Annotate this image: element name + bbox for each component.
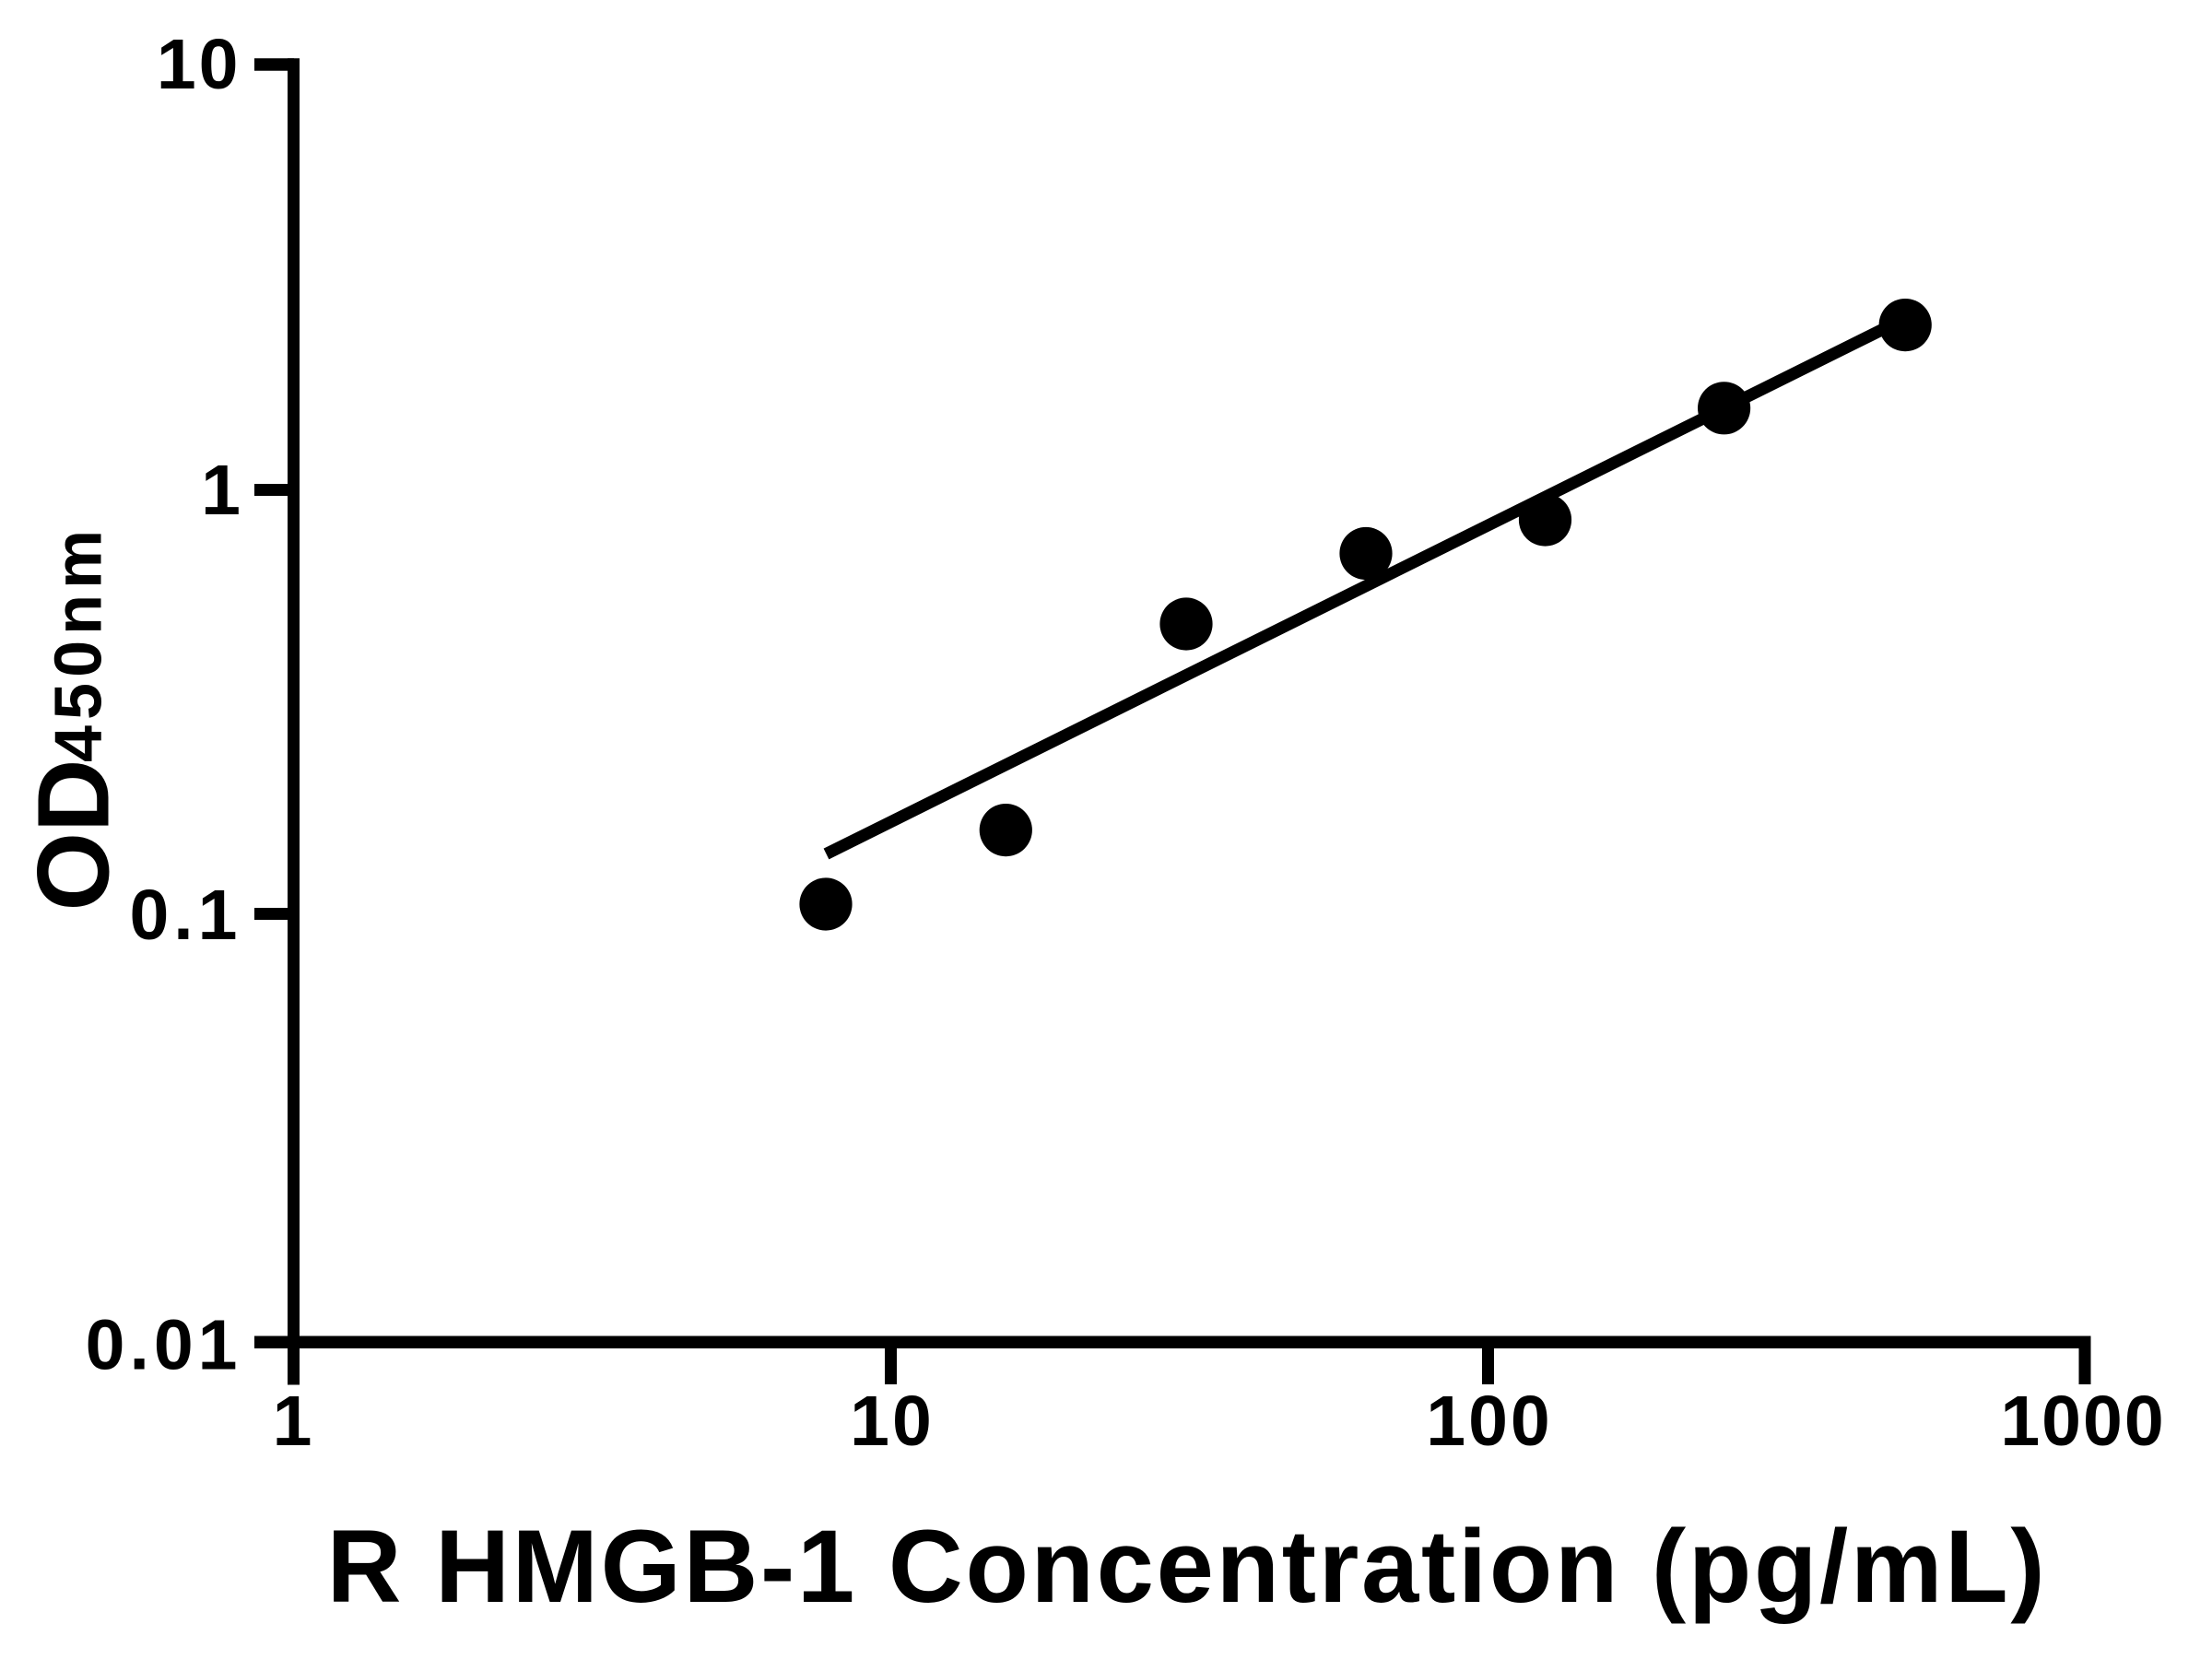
svg-text:1000: 1000 (2000, 1382, 2165, 1461)
svg-text:1: 1 (201, 451, 241, 530)
svg-text:0.01: 0.01 (86, 1306, 242, 1385)
svg-text:R HMGB-1 Concentration (pg/mL): R HMGB-1 Concentration (pg/mL) (327, 1509, 2048, 1624)
svg-text:100: 100 (1426, 1382, 1552, 1461)
svg-text:1: 1 (273, 1382, 312, 1461)
svg-text:OD450nm: OD450nm (18, 524, 131, 912)
svg-text:0.1: 0.1 (129, 876, 241, 955)
svg-text:10: 10 (157, 25, 241, 104)
svg-text:10: 10 (850, 1382, 935, 1461)
